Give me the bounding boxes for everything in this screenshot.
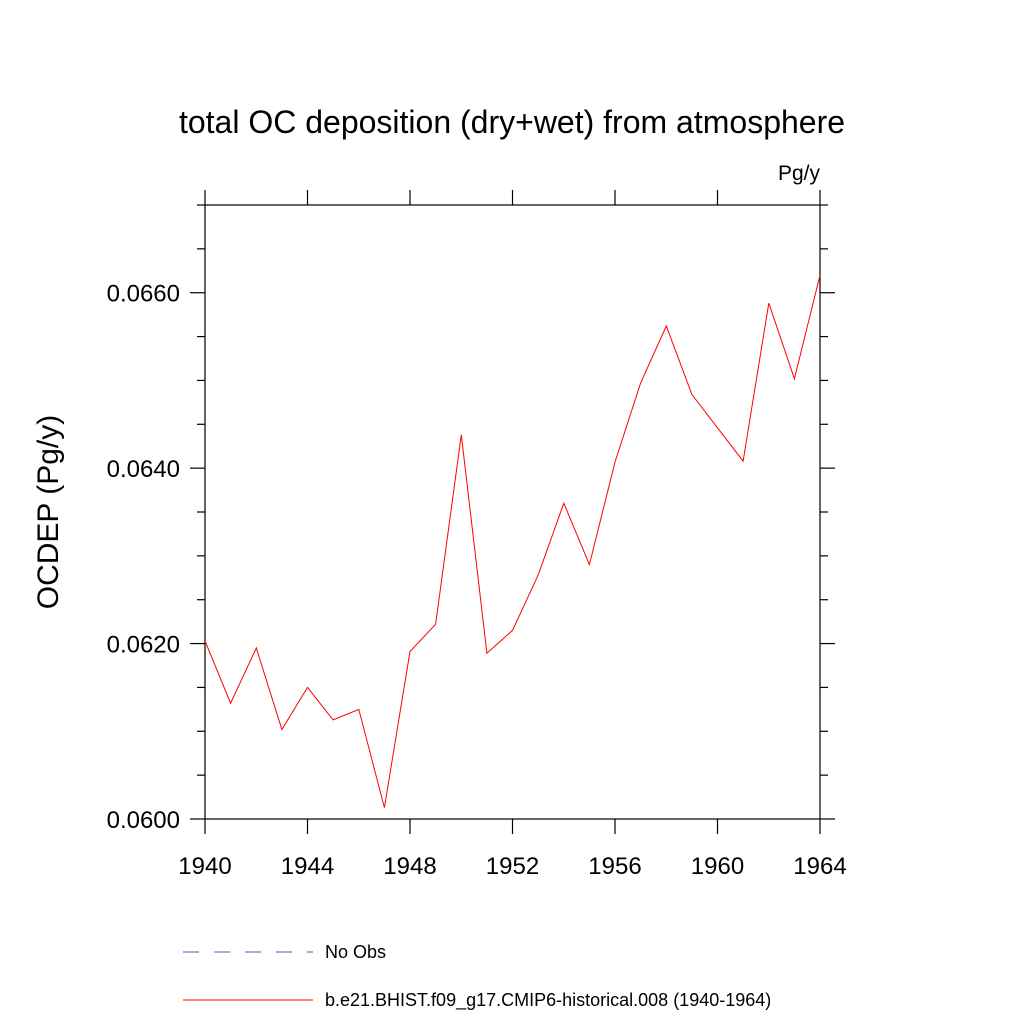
x-tick-label: 1952 <box>486 853 539 880</box>
legend: No Obs b.e21.BHIST.f09_g17.CMIP6-historic… <box>183 942 771 1011</box>
y-axis: 0.0600 0.0620 0.0640 0.0660 <box>107 204 835 834</box>
y-tick-label: 0.0600 <box>107 807 180 834</box>
plot-border <box>204 204 821 820</box>
chart-title: total OC deposition (dry+wet) from atmos… <box>179 104 845 140</box>
x-tick-label: 1964 <box>793 853 846 880</box>
legend-label-1: b.e21.BHIST.f09_g17.CMIP6-historical.008… <box>325 990 771 1011</box>
units-label: Pg/y <box>778 162 821 185</box>
legend-label-0: No Obs <box>325 942 386 962</box>
series-line-1 <box>204 275 821 808</box>
x-tick-label: 1960 <box>691 853 744 880</box>
y-axis-label: OCDEP (Pg/y) <box>32 415 65 610</box>
x-tick-label: 1944 <box>281 853 334 880</box>
x-tick-label: 1940 <box>178 853 231 880</box>
y-tick-label: 0.0620 <box>107 632 180 659</box>
x-axis: 1940 1944 1948 1952 1956 1960 1964 <box>178 190 847 880</box>
series-layer <box>204 275 821 808</box>
y-tick-label: 0.0660 <box>107 281 180 308</box>
y-tick-label: 0.0640 <box>107 456 180 483</box>
x-tick-label: 1948 <box>383 853 436 880</box>
plot-frame <box>204 204 821 820</box>
x-tick-label: 1956 <box>588 853 641 880</box>
